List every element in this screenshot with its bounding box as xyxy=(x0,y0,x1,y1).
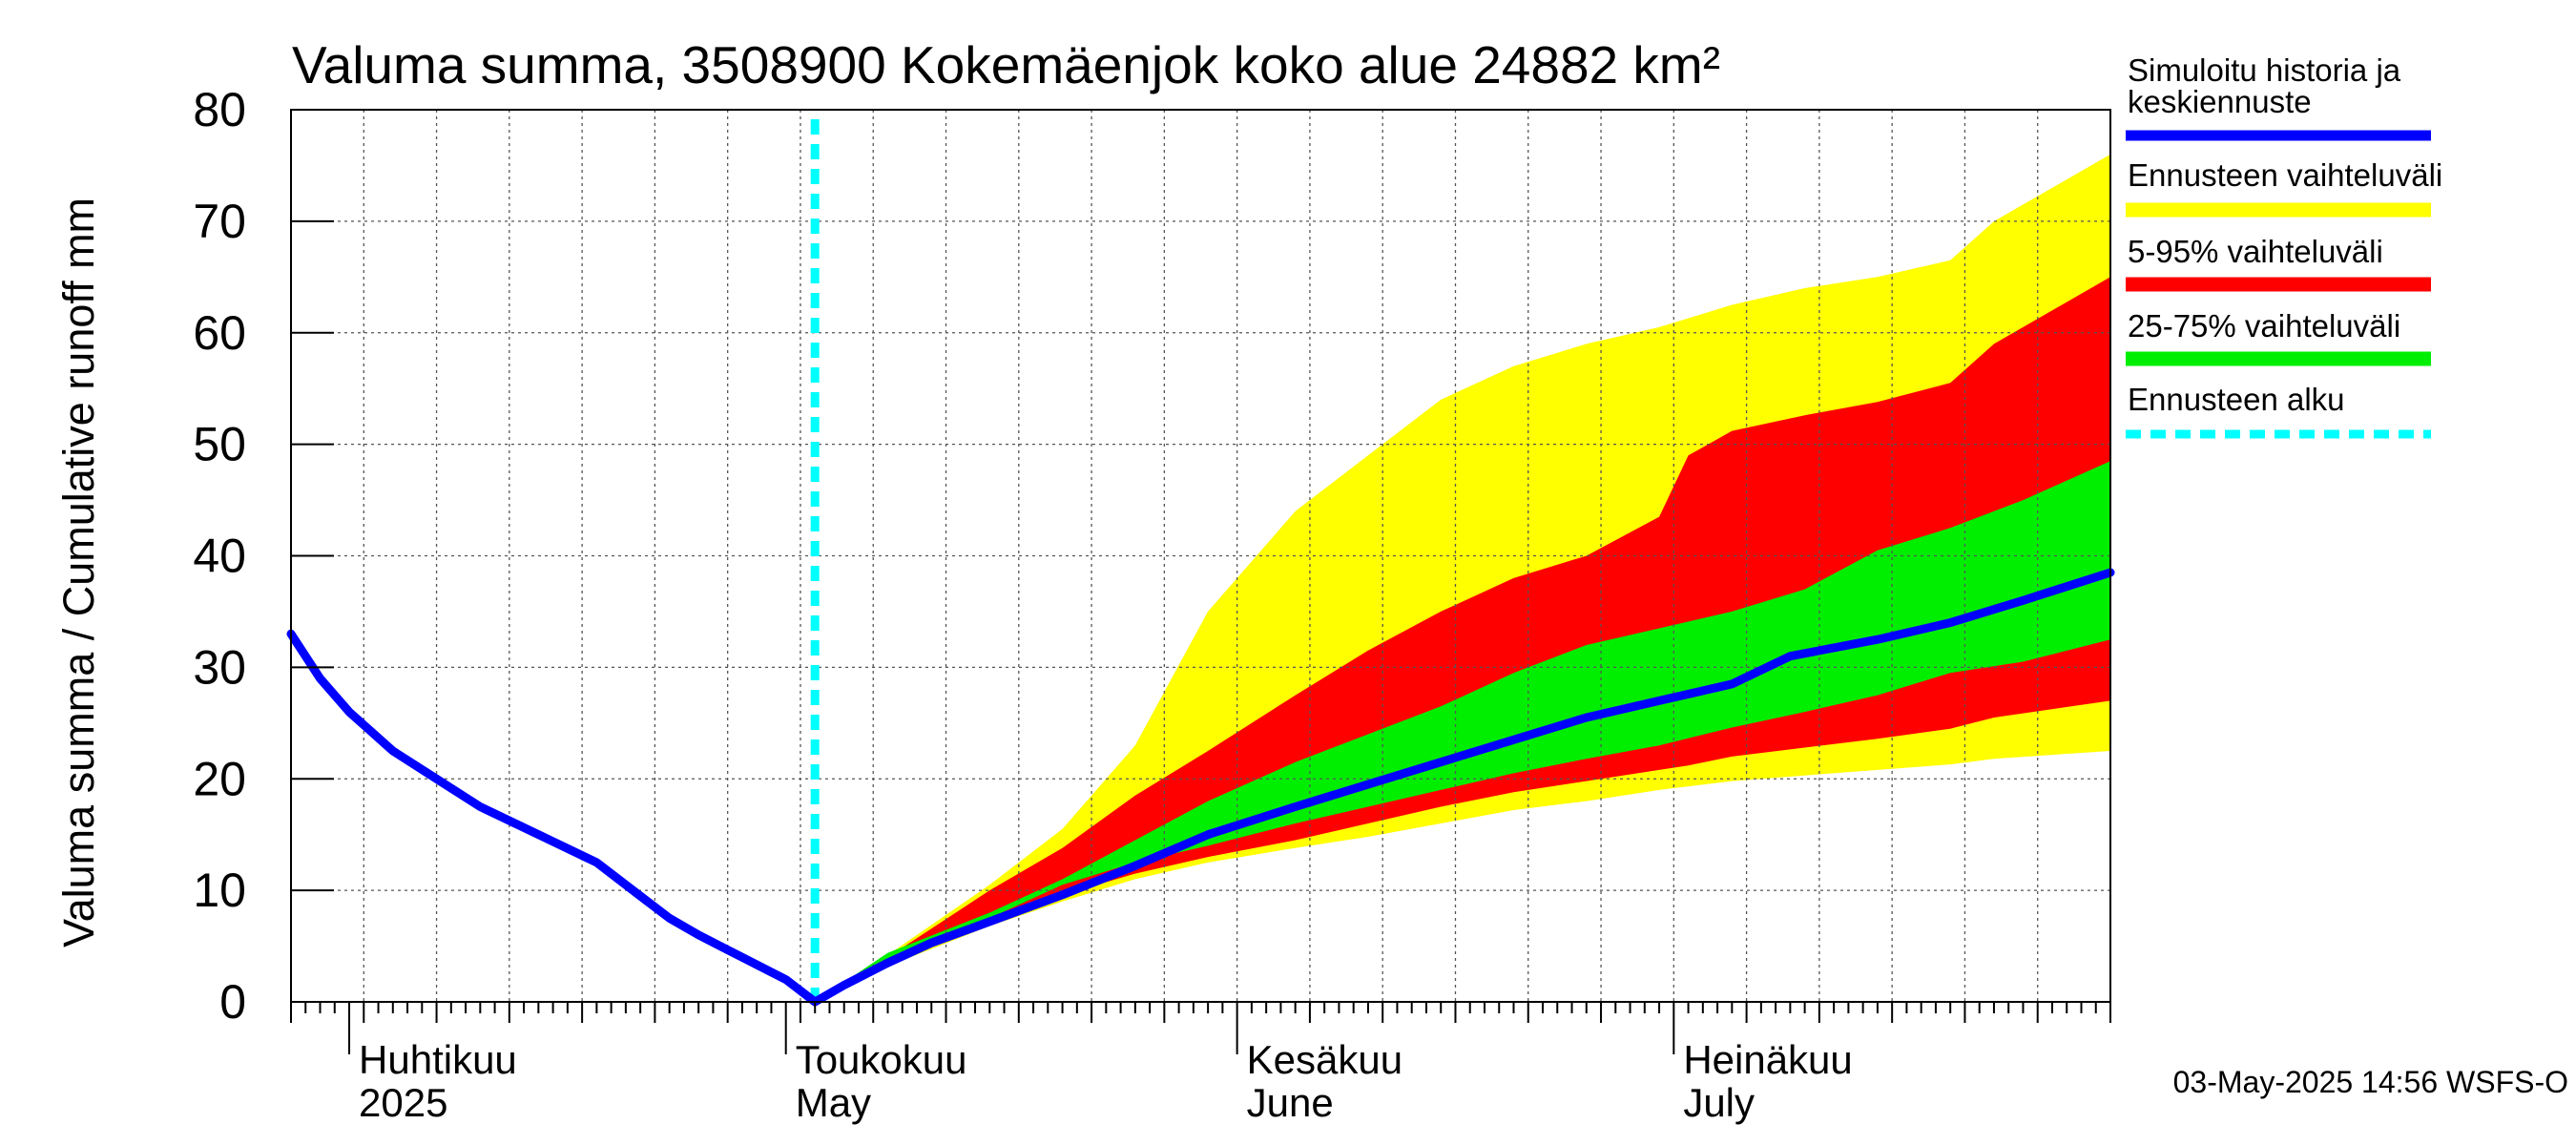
series-band-5-95-vaihteluv-li xyxy=(815,277,2111,1002)
y-tick-label-50: 50 xyxy=(193,418,246,471)
y-tick-label-20: 20 xyxy=(193,752,246,805)
y-tick-label-10: 10 xyxy=(193,864,246,917)
series-band-25-75-vaihteluv-li xyxy=(815,461,2111,1002)
y-axis: 0 10 20 30 40 50 60 70 80 xyxy=(193,83,334,1029)
series-band-ennusteen-vaihteluv-li xyxy=(815,154,2111,1003)
x-label-month-fi-1: Toukokuu xyxy=(796,1037,967,1082)
y-tick-label-70: 70 xyxy=(193,195,246,248)
y-tick-label-60: 60 xyxy=(193,306,246,360)
x-label-month-fi-0: Huhtikuu xyxy=(359,1037,517,1082)
chart-title: Valuma summa, 3508900 Kokemäenjok koko a… xyxy=(292,35,1720,94)
legend-label-5-95: 5-95% vaihteluväli xyxy=(2128,234,2383,269)
series-line-mean xyxy=(286,568,2115,1007)
x-label-month-en-0: 2025 xyxy=(359,1080,447,1125)
y-tick-label-0: 0 xyxy=(219,975,246,1029)
x-label-month-fi-2: Kesäkuu xyxy=(1247,1037,1402,1082)
x-label-month-fi-3: Heinäkuu xyxy=(1683,1037,1852,1082)
x-label-month-en-1: May xyxy=(796,1080,871,1125)
forecast-bands xyxy=(815,154,2111,1003)
y-tick-label-30: 30 xyxy=(193,640,246,694)
y-axis-label: Valuma summa / Cumulative runoff mm xyxy=(54,198,103,947)
y-tick-label-80: 80 xyxy=(193,83,246,136)
legend-label-forecast-start: Ennusteen alku xyxy=(2128,382,2345,417)
legend-label-forecast-range: Ennusteen vaihteluväli xyxy=(2128,157,2442,193)
x-label-month-en-3: July xyxy=(1683,1080,1755,1125)
legend-label-25-75: 25-75% vaihteluväli xyxy=(2128,308,2400,344)
x-label-month-en-2: June xyxy=(1247,1080,1334,1125)
legend-label-mean-line1: Simuloitu historia ja xyxy=(2128,52,2401,88)
legend: Simuloitu historia ja keskiennuste Ennus… xyxy=(2126,52,2442,439)
x-axis-ticks xyxy=(290,1002,2111,1054)
timestamp-footer: 03-May-2025 14:56 WSFS-O xyxy=(2173,1065,2568,1099)
legend-label-mean-line2: keskiennuste xyxy=(2128,84,2312,119)
y-tick-label-40: 40 xyxy=(193,530,246,583)
grid-lines xyxy=(291,110,2110,1002)
